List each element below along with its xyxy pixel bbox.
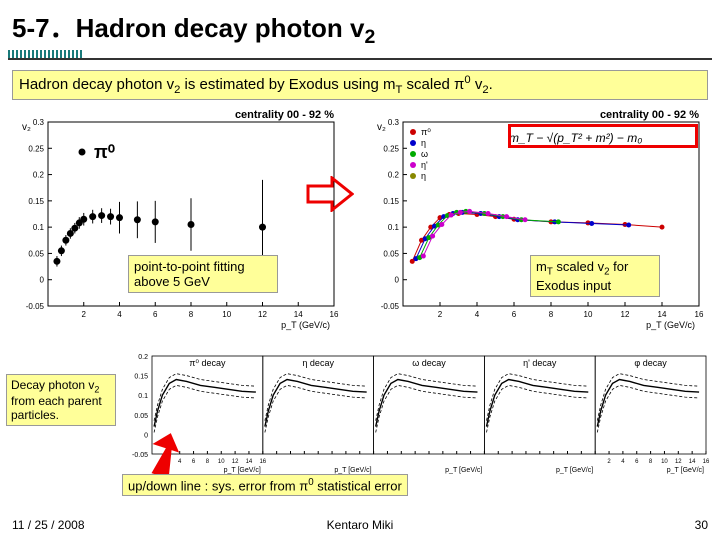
slide-title: 5-7．Hadron decay photon v2 xyxy=(12,8,375,49)
svg-text:16: 16 xyxy=(330,310,339,319)
svg-text:14: 14 xyxy=(658,310,667,319)
svg-text:0.1: 0.1 xyxy=(388,223,400,232)
svg-text:η': η' xyxy=(421,160,428,170)
svg-text:10: 10 xyxy=(661,459,668,465)
footer-author: Kentaro Miki xyxy=(327,518,394,532)
svg-text:0.15: 0.15 xyxy=(134,374,148,381)
svg-text:η: η xyxy=(421,171,426,181)
svg-text:0.05: 0.05 xyxy=(383,249,399,258)
svg-text:0.25: 0.25 xyxy=(383,144,399,153)
svg-text:2: 2 xyxy=(82,310,87,319)
title-underline xyxy=(0,48,720,60)
svg-text:η' decay: η' decay xyxy=(523,358,557,368)
svg-text:0.1: 0.1 xyxy=(33,223,45,232)
svg-text:16: 16 xyxy=(695,310,704,319)
svg-text:16: 16 xyxy=(703,459,710,465)
svg-text:φ decay: φ decay xyxy=(634,358,667,368)
svg-text:6: 6 xyxy=(153,310,158,319)
bottom-charts: -0.0500.050.10.150.2π⁰ decay246810121416… xyxy=(120,350,712,476)
caption-left: point-to-point fitting above 5 GeV xyxy=(128,255,278,293)
svg-text:-0.05: -0.05 xyxy=(26,302,45,311)
svg-text:0.2: 0.2 xyxy=(138,354,148,361)
svg-text:p_T [GeV/c]: p_T [GeV/c] xyxy=(224,467,261,474)
footer-page: 30 xyxy=(695,518,708,532)
svg-text:0: 0 xyxy=(395,276,400,285)
svg-text:8: 8 xyxy=(206,459,210,465)
formula-highlight-box xyxy=(508,124,698,148)
svg-text:0.3: 0.3 xyxy=(33,118,45,127)
left-chart: -0.0500.050.10.150.20.250.3246810121416p… xyxy=(10,104,340,334)
svg-text:π⁰: π⁰ xyxy=(421,127,431,137)
svg-text:12: 12 xyxy=(675,459,682,465)
svg-text:4: 4 xyxy=(117,310,122,319)
svg-text:10: 10 xyxy=(584,310,593,319)
svg-text:2: 2 xyxy=(438,310,443,319)
svg-text:ω: ω xyxy=(421,149,428,159)
svg-text:0.15: 0.15 xyxy=(28,197,44,206)
decay-label: Decay photon v2 from each parent particl… xyxy=(6,374,116,426)
svg-text:ω decay: ω decay xyxy=(412,358,446,368)
svg-text:8: 8 xyxy=(649,459,653,465)
svg-text:p_T [GeV/c]: p_T [GeV/c] xyxy=(667,467,704,474)
svg-text:12: 12 xyxy=(621,310,630,319)
svg-text:η: η xyxy=(421,138,426,148)
svg-text:0: 0 xyxy=(40,276,45,285)
svg-text:6: 6 xyxy=(635,459,639,465)
svg-text:0.2: 0.2 xyxy=(388,171,400,180)
svg-text:6: 6 xyxy=(192,459,196,465)
svg-text:8: 8 xyxy=(549,310,554,319)
svg-text:p_T [GeV/c]: p_T [GeV/c] xyxy=(556,467,593,474)
svg-text:0.1: 0.1 xyxy=(138,393,148,400)
svg-text:16: 16 xyxy=(259,459,266,465)
svg-text:12: 12 xyxy=(258,310,267,319)
svg-text:0.15: 0.15 xyxy=(383,197,399,206)
svg-text:p_T [GeV/c]: p_T [GeV/c] xyxy=(445,467,482,474)
caption-right: mT scaled v2 for Exodus input xyxy=(530,255,660,297)
svg-text:p_T (GeV/c): p_T (GeV/c) xyxy=(646,320,695,330)
footer: 11 / 25 / 2008 Kentaro Miki 30 xyxy=(0,518,720,534)
svg-text:π⁰ decay: π⁰ decay xyxy=(189,358,226,368)
svg-text:centrality 00 - 92 %: centrality 00 - 92 % xyxy=(235,109,334,121)
svg-text:14: 14 xyxy=(246,459,253,465)
svg-text:4: 4 xyxy=(621,459,625,465)
svg-text:p_T [GeV/c]: p_T [GeV/c] xyxy=(334,467,371,474)
svg-text:η decay: η decay xyxy=(302,358,334,368)
svg-text:12: 12 xyxy=(232,459,239,465)
arrow-right-icon xyxy=(306,176,354,217)
svg-text:6: 6 xyxy=(512,310,517,319)
svg-text:centrality 00 - 92 %: centrality 00 - 92 % xyxy=(600,109,699,121)
main-statement: Hadron decay photon v2 is estimated by E… xyxy=(12,70,708,100)
svg-text:0.25: 0.25 xyxy=(28,144,44,153)
svg-text:14: 14 xyxy=(689,459,696,465)
svg-text:p_T (GeV/c): p_T (GeV/c) xyxy=(281,320,330,330)
svg-text:0.05: 0.05 xyxy=(28,249,44,258)
updown-label: up/down line : sys. error from π0 statis… xyxy=(122,474,408,496)
svg-text:π⁰: π⁰ xyxy=(94,142,115,162)
svg-text:10: 10 xyxy=(218,459,225,465)
svg-text:v₂: v₂ xyxy=(377,122,386,133)
svg-text:-0.05: -0.05 xyxy=(381,302,400,311)
svg-text:v₂: v₂ xyxy=(22,122,31,133)
svg-text:8: 8 xyxy=(189,310,194,319)
svg-text:0.05: 0.05 xyxy=(134,413,148,420)
svg-text:0.2: 0.2 xyxy=(33,171,45,180)
svg-text:4: 4 xyxy=(475,310,480,319)
svg-text:0.3: 0.3 xyxy=(388,118,400,127)
svg-text:10: 10 xyxy=(222,310,231,319)
svg-text:14: 14 xyxy=(294,310,303,319)
svg-text:2: 2 xyxy=(607,459,611,465)
footer-date: 11 / 25 / 2008 xyxy=(12,518,85,532)
